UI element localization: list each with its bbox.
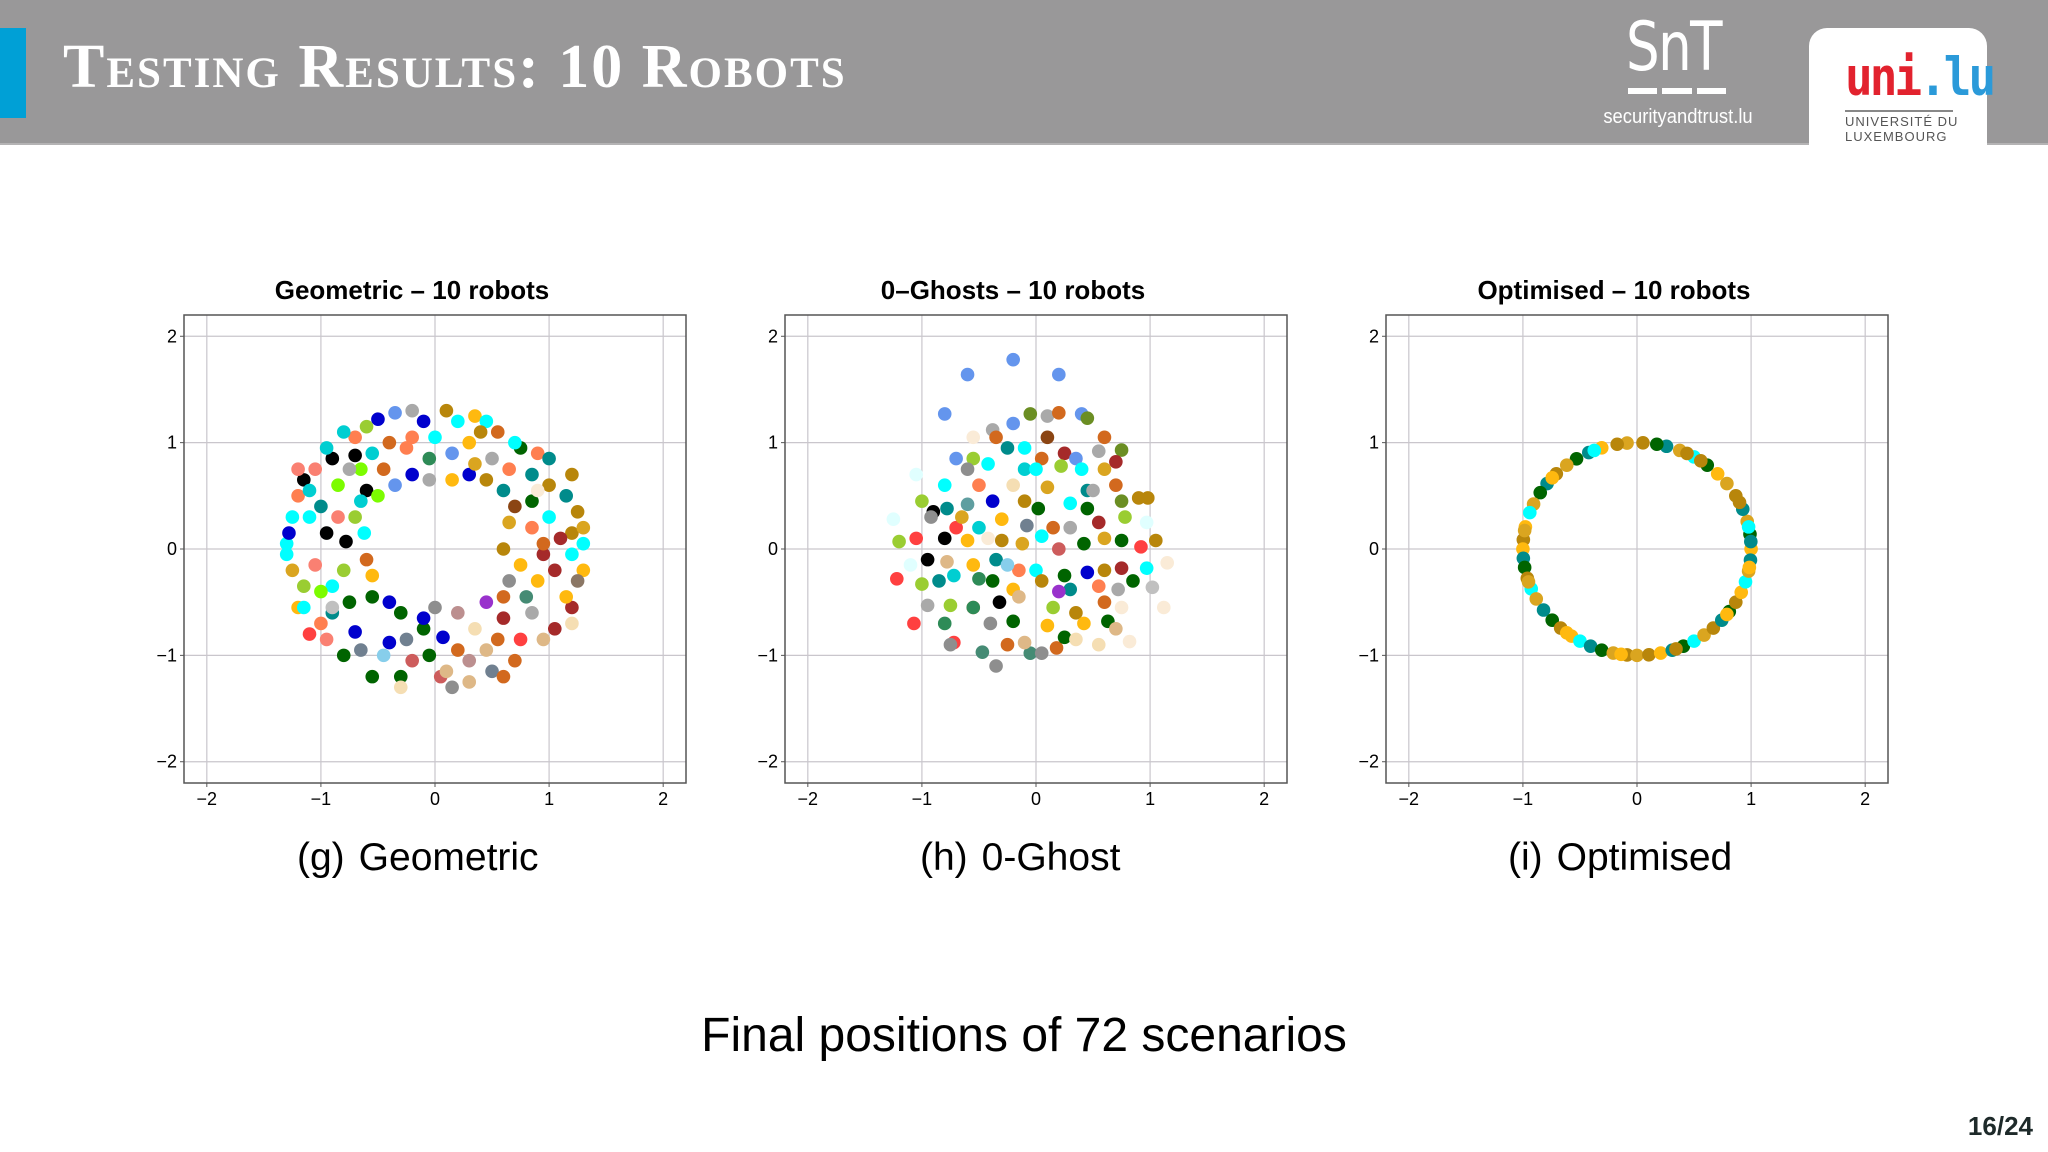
y-tick-label: 2 xyxy=(167,326,177,346)
plot-title: Geometric – 10 robots xyxy=(274,275,550,305)
data-points xyxy=(279,403,591,695)
x-tick-label: −1 xyxy=(1513,789,1534,805)
slide-header: Testing Results: 10 Robots SnT securitya… xyxy=(0,0,2048,148)
x-tick-label: 0 xyxy=(430,789,440,805)
y-tick-label: 0 xyxy=(167,539,177,559)
scatter-plot-canvas: −2 −1 0 1 2 −2 −1 0 1 2 xyxy=(757,314,1288,805)
header-accent-bar xyxy=(0,28,26,118)
y-tick-label: 1 xyxy=(167,433,177,453)
x-tick-label: 0 xyxy=(1632,789,1642,805)
x-tick-label: 2 xyxy=(1259,789,1269,805)
x-tick-label: −2 xyxy=(1399,789,1420,805)
y-tick-label: 1 xyxy=(1369,433,1379,453)
x-tick-label: −2 xyxy=(798,789,819,805)
snt-logo-url: securityandtrust.lu xyxy=(1603,106,1753,128)
caption-optimised: (i) Optimised xyxy=(1508,836,1733,879)
caption-geometric: (g) Geometric xyxy=(297,836,539,879)
x-tick-label: 0 xyxy=(1031,789,1041,805)
snt-logo: SnT securityandtrust.lu xyxy=(1596,12,1760,132)
page-number: 16/24 xyxy=(1967,1111,2033,1141)
y-tick-label: −2 xyxy=(1358,752,1379,772)
x-tick-label: 1 xyxy=(1145,789,1155,805)
plot-optimised: −2 −1 0 1 2 −2 −1 0 1 2 Optimised – 10 robots xyxy=(1334,275,1894,805)
slide-title: Testing Results: 10 Robots xyxy=(63,33,847,101)
y-tick-label: 2 xyxy=(768,326,778,346)
y-tick-label: −2 xyxy=(156,752,177,772)
uni-lu-logo-name: UNIVERSITÉ DU LUXEMBOURG xyxy=(1845,114,1959,144)
plot-geometric: −2 −1 0 1 2 −2 −1 0 1 2 Geometric – 10 robots xyxy=(132,275,692,805)
uni-lu-logo-rule xyxy=(1845,110,1953,112)
caption-zero-ghost: (h) 0-Ghost xyxy=(920,836,1121,879)
slide-footer-text: Final positions of 72 scenarios xyxy=(701,1009,1347,1062)
plot-zero-ghosts: −2 −1 0 1 2 −2 −1 0 1 2 0–Ghosts – 10 robots xyxy=(733,275,1293,805)
data-points xyxy=(886,352,1175,673)
y-tick-label: 1 xyxy=(768,433,778,453)
plot-title: 0–Ghosts – 10 robots xyxy=(880,275,1146,305)
y-tick-label: −1 xyxy=(156,645,177,665)
x-tick-label: 1 xyxy=(1746,789,1756,805)
y-tick-label: −2 xyxy=(757,752,778,772)
y-tick-label: −1 xyxy=(757,645,778,665)
y-tick-label: −1 xyxy=(1358,645,1379,665)
y-tick-label: 0 xyxy=(768,539,778,559)
scatter-plot-canvas: −2 −1 0 1 2 −2 −1 0 1 2 xyxy=(1358,314,1889,805)
snt-logo-bars xyxy=(1628,88,1726,94)
uni-lu-logo: uni.lu UNIVERSITÉ DU LUXEMBOURG xyxy=(1809,28,1996,148)
uni-lu-logo-mark: uni.lu xyxy=(1845,45,1996,108)
x-tick-label: 2 xyxy=(658,789,668,805)
y-tick-label: 0 xyxy=(1369,539,1379,559)
x-tick-label: 1 xyxy=(544,789,554,805)
scatter-plot-canvas: −2 −1 0 1 2 −2 −1 0 1 2 xyxy=(156,314,687,805)
snt-logo-mark: SnT xyxy=(1626,8,1723,87)
plot-title: Optimised – 10 robots xyxy=(1477,275,1751,305)
y-tick-label: 2 xyxy=(1369,326,1379,346)
x-tick-label: −1 xyxy=(311,789,332,805)
data-points xyxy=(1516,435,1758,663)
x-tick-label: −1 xyxy=(912,789,933,805)
x-tick-label: 2 xyxy=(1860,789,1870,805)
x-tick-label: −2 xyxy=(197,789,218,805)
